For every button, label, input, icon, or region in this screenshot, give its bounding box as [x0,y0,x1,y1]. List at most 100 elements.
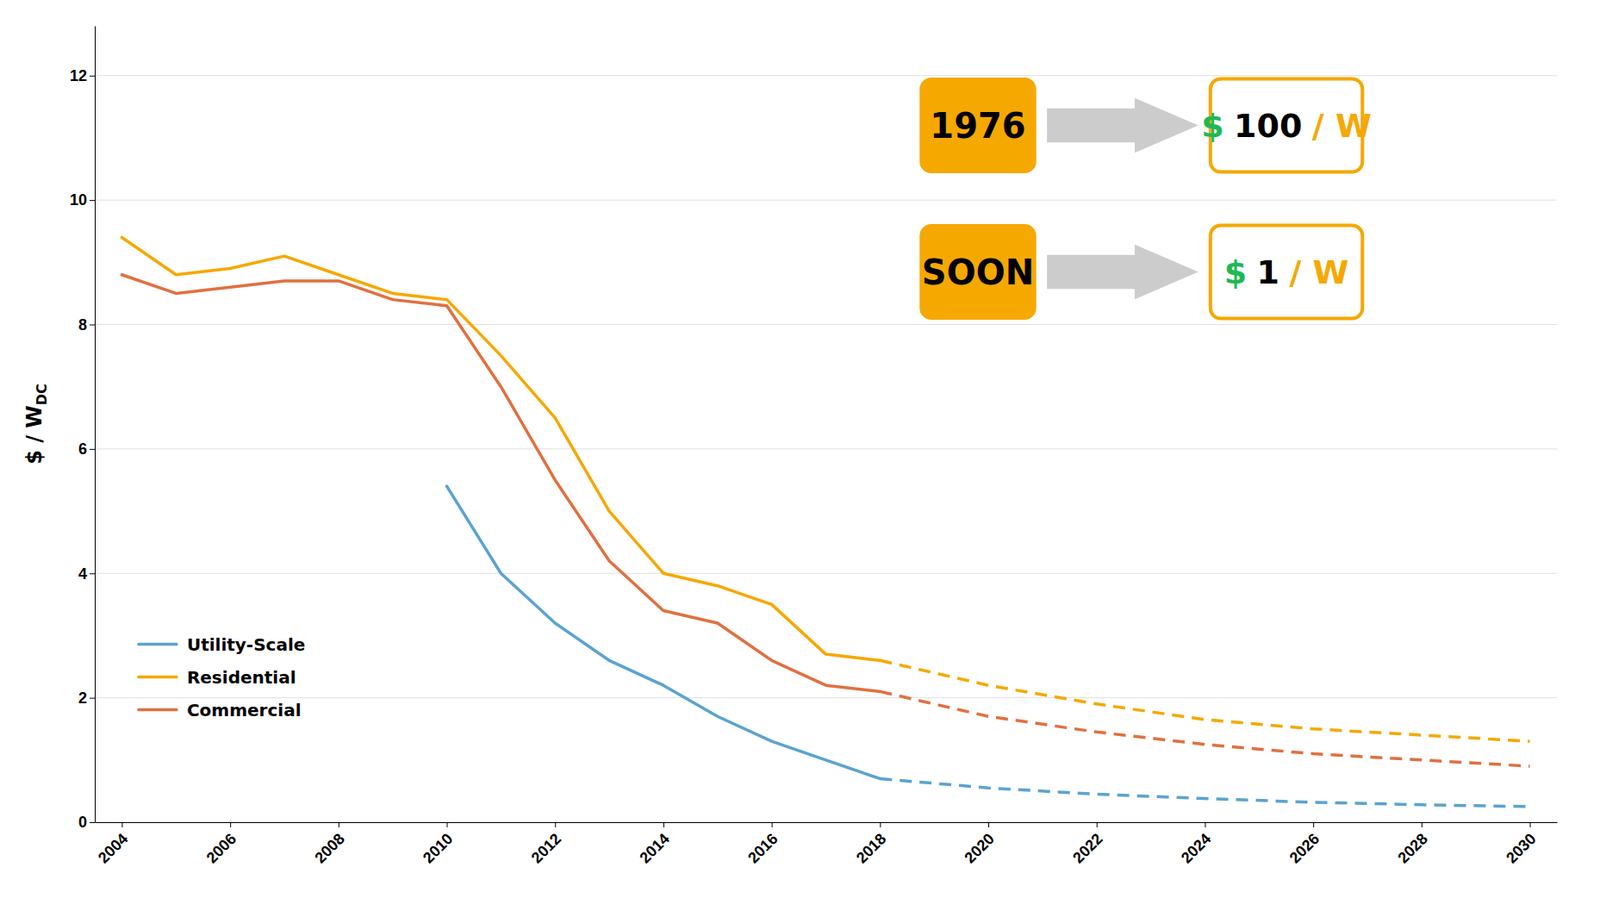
y-tick-label: 4 [78,565,88,583]
y-tick-label: 10 [69,191,88,209]
x-tick: 2014 [635,821,673,867]
x-tick-label: 2010 [419,829,456,866]
x-tick: 2016 [744,821,781,867]
x-tick-mark [447,821,449,828]
x-tick-label: 2006 [203,829,240,866]
series-line [121,274,880,692]
x-axis-line [95,821,1558,823]
grid [94,75,1557,822]
x-tick-label: 2026 [1286,829,1323,866]
x-tick-mark [338,821,340,828]
grid-line [94,199,1557,201]
x-tick-label: 2028 [1394,829,1431,866]
x-tick: 2010 [419,821,456,867]
x-tick: 2006 [203,821,240,867]
y-tick-label: 6 [78,440,88,458]
series-line [121,236,880,660]
legend-item: Utility-Scale [138,634,306,655]
y-tick: 10 [69,191,95,209]
legend-label: Residential [186,666,297,688]
annotation-label: SOON [921,252,1034,293]
y-tick-label: 2 [78,689,88,707]
annotation: 1976$100/ W [921,78,1372,172]
x-tick-label: 2020 [961,829,998,866]
x-tick-mark [1421,821,1423,828]
series-line [879,778,1530,806]
legend-item: Residential [138,666,297,688]
grid-line [94,74,1557,76]
annotation-box [921,78,1035,172]
x-tick: 2030 [1502,821,1539,867]
legend-item: Commercial [138,699,302,721]
legend-swatch [138,675,177,679]
y-tick-label: 12 [69,67,88,85]
y-tick: 2 [78,689,95,707]
x-axis: 2004 2006 2008 2010 2012 2014 2016 2018 2020 2022… [94,821,1558,867]
series-line [879,659,1530,741]
series-line [447,485,881,779]
x-tick: 2022 [1069,821,1106,867]
x-tick-label: 2022 [1069,829,1106,866]
annotation-value-part: / W [1312,106,1372,145]
grid-line [94,448,1557,449]
y-tick-mark [89,697,95,699]
grid-line [94,572,1557,574]
legend-label: Commercial [186,699,302,721]
annotation-value: $100/ W [1201,106,1372,145]
plot: 2004200620082010201220142016201820202022… [69,26,1558,867]
x-tick-mark [663,821,665,828]
x-tick: 2004 [94,821,131,867]
annotation: SOON $1/ W [921,224,1363,318]
y-axis-title: $ / WDC [22,383,50,465]
y-axis-title-main: $ / W [22,404,47,465]
x-tick-label: 2004 [94,829,131,866]
y-tick: 6 [78,440,95,458]
y-tick-mark [89,448,95,450]
x-tick: 2026 [1286,821,1323,867]
x-tick-mark [230,821,231,828]
annotation-arrow [1046,98,1199,154]
annotations: 1976$100/ WSOON$1/ W [921,78,1372,318]
y-tick-label: 8 [78,316,88,334]
annotation-box [921,224,1035,318]
annotation-value-part: $ [1201,106,1224,145]
y-tick-mark [89,199,95,201]
x-tick-mark [988,821,990,828]
y-tick-mark [89,75,95,77]
x-tick-label: 2024 [1177,829,1215,866]
legend-swatch [138,708,177,712]
y-tick: 0 [78,813,95,831]
y-tick: 12 [69,67,95,85]
x-tick: 2018 [852,821,890,867]
grid-line [94,323,1557,325]
x-tick-label: 2008 [311,829,348,866]
x-tick-label: 2018 [852,829,890,866]
grid-line [94,821,1557,823]
x-tick: 2020 [961,821,998,867]
x-tick-label: 2030 [1502,829,1539,866]
x-tick: 2028 [1394,821,1431,867]
lines [121,236,1530,807]
y-axis-line [94,26,96,823]
chart: 2004200620082010201220142016201820202022… [0,0,1600,917]
x-tick-mark [1530,821,1532,828]
x-tick-mark [1204,821,1206,828]
x-tick: 2012 [528,821,565,867]
annotation-value-part: 1 [1257,253,1280,292]
legend: Utility-Scale Residential Commercial [138,634,306,721]
x-tick-label: 2014 [635,829,673,866]
y-tick-mark [89,572,95,574]
y-axis-title-subscript: DC [33,383,50,405]
x-tick-mark [879,821,881,828]
x-tick-mark [1096,821,1098,828]
y-tick-mark [89,324,95,326]
series-line [879,691,1530,766]
x-tick: 2008 [311,821,348,867]
x-tick-mark [554,821,556,828]
y-tick-mark [89,821,95,823]
y-axis: 0 2 4 6 8 10 12 [69,26,96,832]
annotation-value-part: $ [1224,253,1247,292]
legend-label: Utility-Scale [186,634,306,655]
annotation-value: $1/ W [1224,253,1350,292]
annotation-box [1210,224,1363,318]
